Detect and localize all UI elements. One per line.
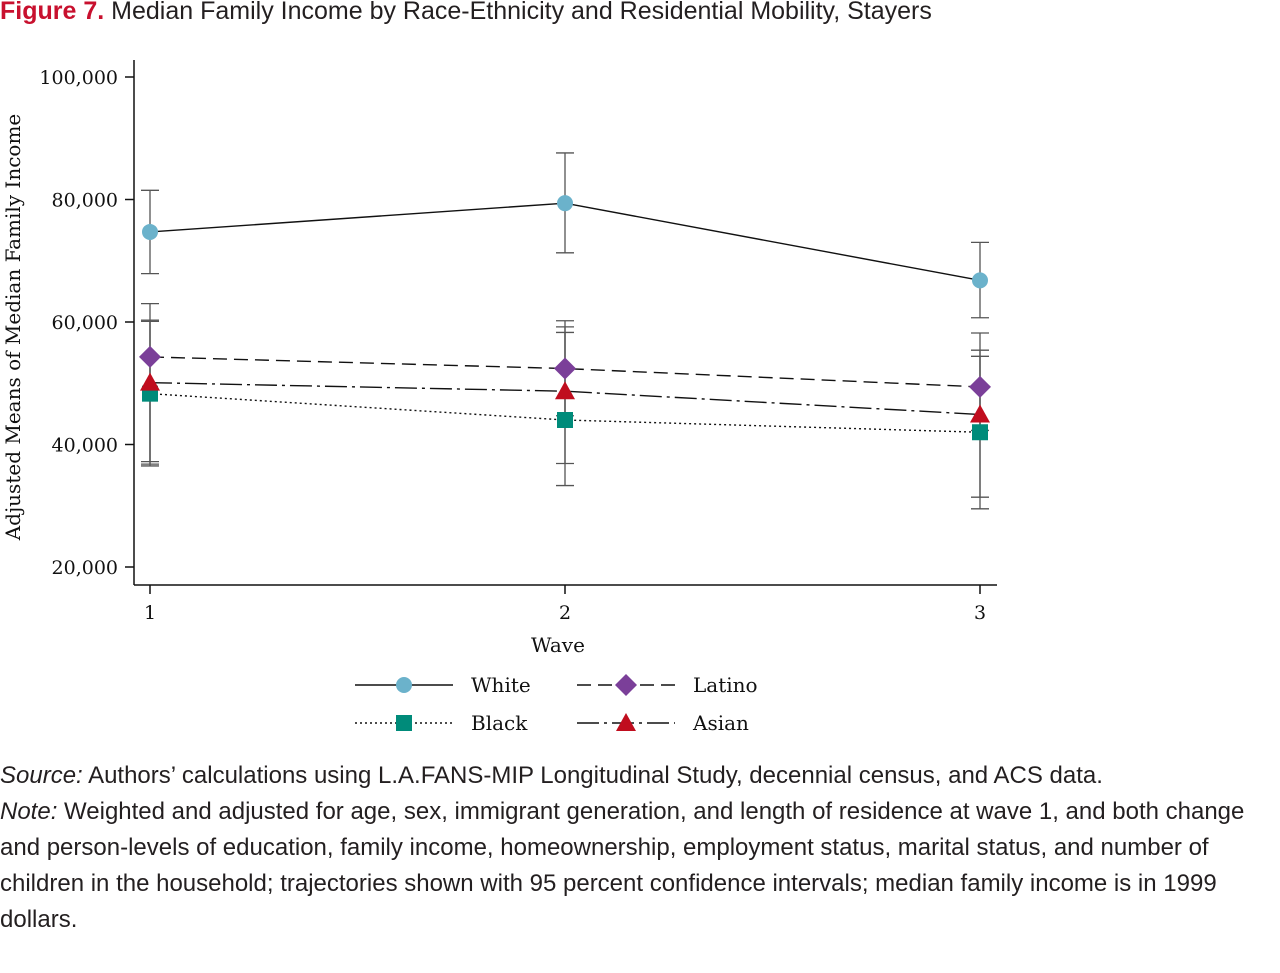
y-tick-label: 80,000 — [52, 190, 118, 212]
x-tick-label: 1 — [144, 602, 156, 624]
legend-marker-latino — [615, 674, 637, 696]
legend-item-white: White — [355, 673, 531, 697]
source-label: Source: — [0, 762, 83, 789]
legend-item-latino: Latino — [577, 673, 758, 697]
figure-title-text: Median Family Income by Race-Ethnicity a… — [111, 0, 932, 25]
line-chart: 20,000 40,000 60,000 80,000 100,000 1 2 3 Wave Ad… — [1, 60, 997, 735]
series-line-latino — [149, 356, 981, 388]
legend-item-black: Black — [355, 711, 528, 735]
note-text: Weighted and adjusted for age, sex, immi… — [0, 798, 1245, 933]
data-point-asian — [970, 404, 990, 423]
data-point-latino — [554, 357, 576, 380]
data-point-white — [557, 195, 573, 212]
legend-label-white: White — [471, 673, 531, 697]
legend-label-latino: Latino — [693, 673, 758, 697]
legend-marker-black — [396, 715, 412, 731]
series-markers — [139, 195, 991, 441]
figure-title: Figure 7. Median Family Income by Race-E… — [0, 0, 932, 26]
x-tick-label: 2 — [559, 602, 571, 624]
data-point-latino — [969, 375, 991, 398]
legend-marker-white — [396, 677, 412, 693]
y-tick-label: 20,000 — [52, 557, 118, 579]
y-tick-label: 100,000 — [39, 67, 118, 89]
source-text: Authors’ calculations using L.A.FANS-MIP… — [82, 762, 1103, 789]
data-point-asian — [555, 381, 575, 400]
figure-number: Figure 7. — [0, 0, 105, 25]
data-point-white — [972, 272, 988, 289]
data-point-asian — [140, 372, 160, 391]
data-point-white — [142, 223, 158, 240]
source-note: Source: Authors’ calculations using L.A.… — [0, 758, 1280, 794]
legend: White Latino Black Asian — [355, 673, 758, 735]
figure-caption: Source: Authors’ calculations using L.A.… — [0, 758, 1280, 938]
chart-axes: 20,000 40,000 60,000 80,000 100,000 1 2 3 Wave Ad… — [1, 60, 997, 657]
x-tick-label: 3 — [974, 602, 986, 624]
legend-marker-asian — [616, 713, 636, 731]
legend-item-asian: Asian — [577, 711, 749, 735]
data-point-black — [972, 424, 988, 441]
y-tick-label: 40,000 — [52, 435, 118, 457]
data-point-latino — [139, 345, 161, 368]
note: Note: Weighted and adjusted for age, sex… — [0, 794, 1280, 938]
x-axis-title: Wave — [531, 633, 585, 657]
y-tick-label: 60,000 — [52, 312, 118, 334]
legend-label-asian: Asian — [692, 711, 749, 735]
data-point-black — [557, 412, 573, 428]
y-axis-title: Adjusted Means of Median Family Income — [1, 114, 25, 542]
legend-label-black: Black — [471, 711, 528, 735]
series-line-asian — [149, 381, 981, 416]
note-label: Note: — [0, 798, 58, 825]
